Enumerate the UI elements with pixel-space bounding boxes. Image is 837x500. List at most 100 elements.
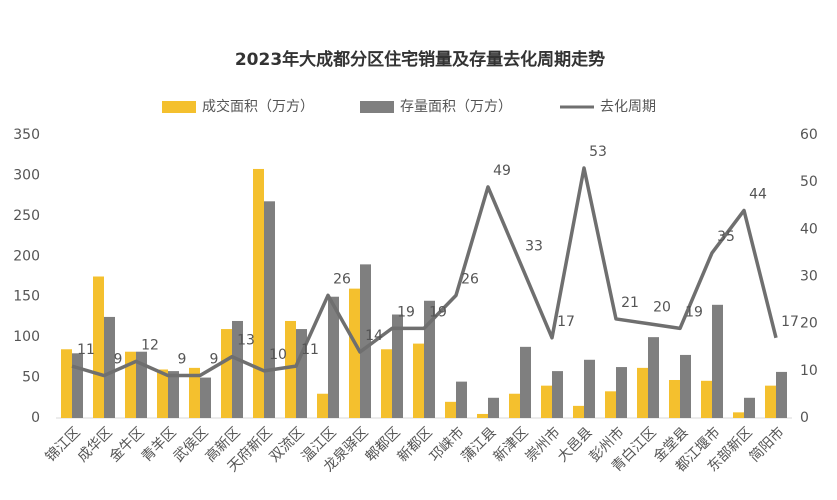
bar xyxy=(637,367,648,418)
bar xyxy=(168,371,179,418)
data-label: 14 xyxy=(365,328,383,344)
data-label: 49 xyxy=(493,163,511,179)
bar xyxy=(296,329,307,418)
bar xyxy=(520,346,531,418)
bar xyxy=(157,369,168,418)
bar xyxy=(648,337,659,418)
bar xyxy=(285,320,296,418)
data-label: 35 xyxy=(717,229,735,245)
y-tick-label: 250 xyxy=(13,208,40,224)
bar xyxy=(381,349,392,418)
bar xyxy=(488,397,499,418)
x-tick-label: 成华区 xyxy=(75,424,116,465)
x-tick-label: 金牛区 xyxy=(107,424,148,465)
bar xyxy=(360,264,371,418)
bar xyxy=(221,329,232,418)
bar xyxy=(189,367,200,418)
bar xyxy=(733,412,744,418)
bar xyxy=(61,349,72,418)
data-label: 53 xyxy=(589,144,607,160)
bar xyxy=(413,343,424,418)
line xyxy=(71,166,778,378)
bar xyxy=(552,371,563,418)
bar xyxy=(616,367,627,418)
bar xyxy=(136,351,147,418)
y-tick-label: 0 xyxy=(31,410,40,426)
bar xyxy=(509,393,520,418)
chart-title: 2023年大成都分区住宅销量及存量去化周期走势 xyxy=(235,49,605,70)
x-tick-label: 青羊区 xyxy=(139,424,180,465)
bar xyxy=(328,296,339,418)
data-label: 33 xyxy=(525,238,543,254)
x-tick-label: 蒲江县 xyxy=(459,424,500,465)
data-label: 11 xyxy=(77,342,95,358)
x-tick-label: 新津区 xyxy=(491,424,532,465)
y-tick-label: 300 xyxy=(13,167,40,183)
bar xyxy=(605,391,616,418)
bar xyxy=(669,379,680,418)
bar xyxy=(253,168,264,418)
x-tick-label: 双流区 xyxy=(267,424,308,465)
bar xyxy=(584,359,595,418)
bar xyxy=(200,377,211,418)
bar xyxy=(744,397,755,418)
x-tick-label: 崇州市 xyxy=(522,424,564,466)
legend-label: 去化周期 xyxy=(600,99,656,115)
x-tick-label: 邛崃市 xyxy=(426,424,468,466)
bar xyxy=(264,201,275,418)
bar xyxy=(392,314,403,418)
bar xyxy=(72,353,83,418)
data-label: 19 xyxy=(685,304,703,320)
x-tick-label: 新都区 xyxy=(395,424,436,465)
y2-tick-label: 40 xyxy=(800,221,818,237)
data-label: 19 xyxy=(429,304,447,320)
data-label: 26 xyxy=(461,271,479,287)
legend-swatch xyxy=(162,101,196,113)
bar xyxy=(765,385,776,418)
legend-label: 成交面积（万方） xyxy=(202,98,314,115)
y-tick-label: 100 xyxy=(13,329,40,345)
bar xyxy=(104,316,115,418)
bar xyxy=(776,371,787,418)
data-label: 26 xyxy=(333,271,351,287)
data-label: 21 xyxy=(621,295,639,311)
data-label: 9 xyxy=(114,352,123,368)
data-label: 44 xyxy=(749,186,767,202)
bar xyxy=(349,288,360,418)
y-tick-label: 50 xyxy=(22,370,40,386)
legend-label: 存量面积（万方） xyxy=(400,99,512,115)
data-label: 11 xyxy=(301,342,319,358)
data-label: 10 xyxy=(269,347,287,363)
bar xyxy=(424,300,435,418)
x-tick-label: 简阳市 xyxy=(746,424,788,466)
data-label: 20 xyxy=(653,300,671,316)
bar xyxy=(541,385,552,418)
x-tick-label: 锦江区 xyxy=(42,424,84,466)
bar xyxy=(317,393,328,418)
bar xyxy=(701,380,712,418)
data-label: 17 xyxy=(781,314,799,330)
x-tick-label: 郫都区 xyxy=(363,424,404,465)
bar xyxy=(573,405,584,418)
data-label: 19 xyxy=(397,304,415,320)
bar xyxy=(93,276,104,418)
data-label: 9 xyxy=(178,352,187,368)
bar xyxy=(712,304,723,418)
bar xyxy=(125,351,136,418)
data-label: 13 xyxy=(237,333,255,349)
bar xyxy=(680,354,691,418)
x-tick-label: 武侯区 xyxy=(171,424,212,465)
bar xyxy=(477,413,488,418)
bar xyxy=(445,401,456,418)
x-tick-label: 大邑县 xyxy=(555,424,596,465)
y-tick-label: 350 xyxy=(13,127,40,143)
legend-swatch xyxy=(360,101,394,113)
y-tick-label: 200 xyxy=(13,248,40,264)
y-tick-label: 150 xyxy=(13,289,40,305)
y2-tick-label: 60 xyxy=(800,127,818,143)
data-label: 17 xyxy=(557,314,575,330)
y2-tick-label: 30 xyxy=(800,269,818,285)
y2-tick-label: 20 xyxy=(800,316,818,332)
bar xyxy=(232,320,243,418)
